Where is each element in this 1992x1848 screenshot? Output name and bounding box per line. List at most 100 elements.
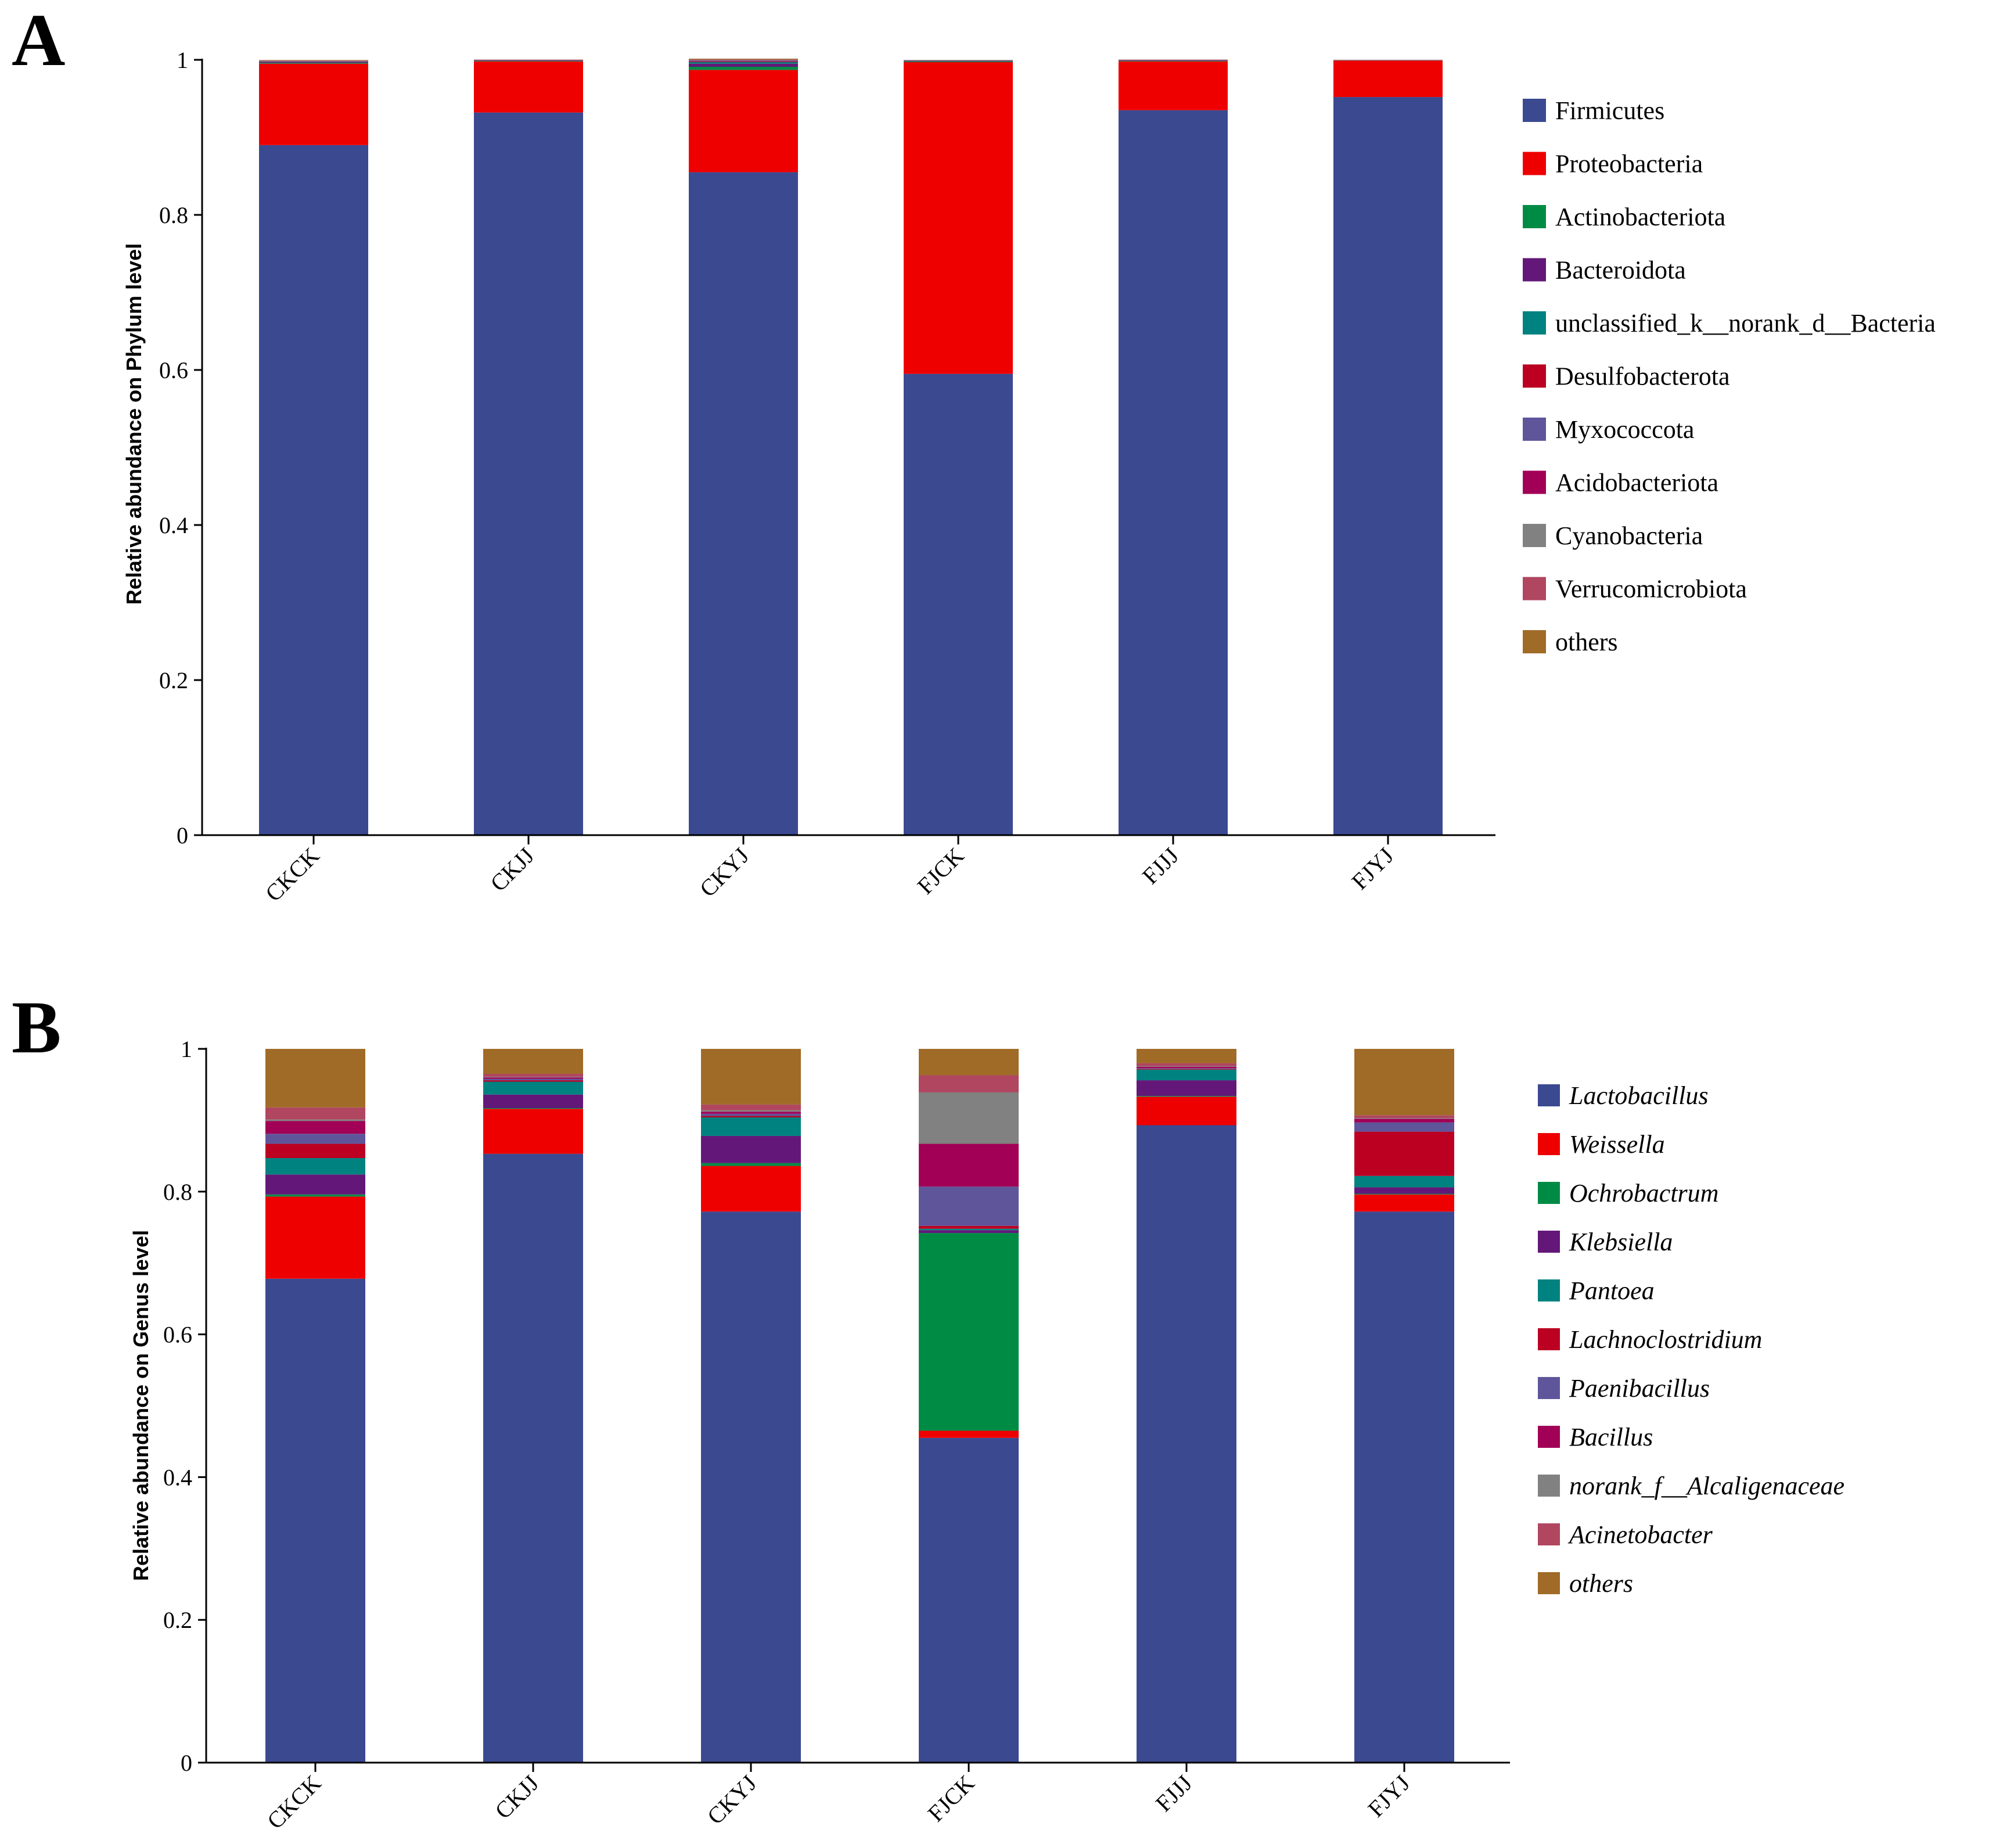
panel-b-bar-fjck-lachnoclostridium — [919, 1225, 1019, 1229]
panel-b-bar-fjck-others — [919, 1049, 1019, 1076]
panel-a-y-axis-label: Relative abundance on Phylum level — [122, 243, 146, 605]
panel-b-bar-fjck-acinetobacter — [919, 1075, 1019, 1092]
panel-b-bar-fjck-paenibacillus — [919, 1187, 1019, 1226]
panel-b-bar-ckjj-others — [483, 1049, 583, 1074]
panel-b-bar-fjck-norank-f-alcaligenaceae — [919, 1092, 1019, 1144]
panel-b-bar-fjck-ochrobactrum — [919, 1233, 1019, 1431]
panel-b-bar-ckck-weissella — [265, 1196, 365, 1279]
panel-a-legend-label-others: others — [1555, 628, 1618, 656]
panel-b-bar-ckck-norank-f-alcaligenaceae — [265, 1119, 365, 1121]
panel-b-bar-ckck-lachnoclostridium — [265, 1144, 365, 1159]
panel-a-legend-swatch-proteobacteria — [1523, 152, 1546, 175]
panel-b-bar-ckck-pantoea — [265, 1158, 365, 1175]
panel-a-bar-fjjj-proteobacteria — [1119, 61, 1228, 110]
panel-b-legend-swatch-norank-f-alcaligenaceae — [1538, 1475, 1560, 1497]
panel-a-bar-ckyj-proteobacteria — [689, 70, 798, 172]
panel-a-x-tick-label-ckjj: CKJJ — [485, 843, 539, 897]
panel-a-bar-ckyj-unclassified-k-norank-d-bacteria — [689, 62, 798, 64]
panel-b-legend-label-bacillus: Bacillus — [1569, 1423, 1653, 1451]
panel-a-y-tick-label: 0 — [177, 822, 188, 849]
panel-b-bar-ckjj-pantoea — [483, 1081, 583, 1095]
panel-b-legend-swatch-acinetobacter — [1538, 1523, 1560, 1545]
panel-a-legend-swatch-unclassified-k-norank-d-bacteria — [1523, 311, 1546, 335]
panel-b-y-tick-label: 1 — [181, 1036, 192, 1062]
panel-a-bar-ckjj-actinobacteriota — [474, 61, 583, 62]
panel-b-genus-chart: B 0 0.2 0.4 0.6 0.8 1 CKCK CKJJ CKYJ FJCK FJJJ FJYJ… — [12, 986, 1844, 1834]
panel-a-phylum-chart: A 0 0.2 0.4 0.6 0.8 1 CKCK CKJJ CKYJ FJCK FJJJ FJYJ… — [12, 0, 1936, 907]
panel-a-bar-fjck-firmicutes — [904, 373, 1013, 835]
panel-a-bar-ckyj-verrucomicrobiota — [689, 59, 798, 60]
panel-a-bar-fjjj-firmicutes — [1119, 110, 1228, 835]
panel-b-legend-label-ochrobactrum: Ochrobactrum — [1569, 1179, 1718, 1207]
panel-b-bar-fjjj-klebsiella — [1137, 1080, 1236, 1096]
panel-b-legend-label-lactobacillus: Lactobacillus — [1569, 1081, 1709, 1110]
panel-a-bar-fjjj-actinobacteriota — [1119, 61, 1228, 62]
panel-a-legend-swatch-desulfobacterota — [1523, 364, 1546, 388]
panel-b-y-axis-label: Relative abundance on Genus level — [129, 1230, 153, 1581]
panel-a-bar-ckck-bacteroidota — [259, 62, 368, 63]
panel-b-legend-swatch-klebsiella — [1538, 1231, 1560, 1253]
panel-b-legend-label-lachnoclostridium: Lachnoclostridium — [1569, 1325, 1762, 1354]
panel-a-legend-label-acidobacteriota: Acidobacteriota — [1555, 469, 1718, 497]
panel-a-y-tick-label: 1 — [177, 47, 188, 73]
panel-b-bar-ckck-bacillus — [265, 1121, 365, 1134]
panel-b-bar-ckck-klebsiella — [265, 1174, 365, 1195]
panel-a-bar-fjyj-proteobacteria — [1333, 60, 1443, 98]
panel-a-legend-swatch-acidobacteriota — [1523, 470, 1546, 494]
panel-b-bar-fjjj-weissella — [1137, 1096, 1236, 1126]
panel-a-legend-swatch-others — [1523, 630, 1546, 653]
panel-b-bar-ckyj-lactobacillus — [701, 1211, 801, 1763]
panel-a-x-tick-label-fjjj: FJJJ — [1137, 843, 1184, 890]
panel-b-bar-fjyj-ochrobactrum — [1354, 1193, 1454, 1195]
panel-a-legend-label-bacteroidota: Bacteroidota — [1555, 256, 1686, 285]
panel-a-y-tick-label: 0.2 — [159, 667, 188, 693]
panel-b-bar-fjyj-bacillus — [1354, 1119, 1454, 1123]
panel-b-bar-ckyj-klebsiella — [701, 1135, 801, 1163]
panel-a-legend-swatch-firmicutes — [1523, 99, 1546, 122]
panel-a-bar-ckyj-acidobacteriota — [689, 60, 798, 61]
panel-a-legend-label-firmicutes: Firmicutes — [1555, 96, 1664, 125]
panel-b-legend-label-norank-f-alcaligenaceae: norank_f__Alcaligenaceae — [1569, 1472, 1844, 1500]
panel-a-legend-label-desulfobacterota: Desulfobacterota — [1555, 362, 1730, 391]
panel-b-bar-ckjj-bacillus — [483, 1077, 583, 1079]
panel-b-x-tick-label-ckck: CKCK — [262, 1770, 326, 1833]
panel-a-bar-ckjj-firmicutes — [474, 112, 583, 835]
panel-b-legend-label-pantoea: Pantoea — [1569, 1277, 1655, 1305]
panel-a-bar-ckjj-proteobacteria — [474, 61, 583, 113]
panel-a-y-tick-label: 0.6 — [159, 357, 188, 383]
panel-b-bar-ckjj-lachnoclostridium — [483, 1080, 583, 1082]
panel-b-x-tick-label-fjck: FJCK — [923, 1770, 980, 1827]
panel-a-bar-ckck-firmicutes — [259, 145, 368, 836]
panel-b-x-tick-label-fjjj: FJJJ — [1150, 1770, 1198, 1817]
panel-a-letter: A — [12, 0, 65, 81]
panel-b-bar-fjyj-acinetobacter — [1354, 1115, 1454, 1119]
panel-a-bar-ckjj-bacteroidota — [474, 60, 583, 62]
panel-b-legend-label-acinetobacter: Acinetobacter — [1567, 1520, 1713, 1549]
panel-b-bar-fjjj-paenibacillus — [1137, 1068, 1236, 1069]
panel-b-bar-fjjj-acinetobacter — [1137, 1063, 1236, 1066]
panel-b-legend-label-weissella: Weissella — [1569, 1130, 1665, 1159]
panel-b-x-tick-label-fjyj: FJYJ — [1362, 1770, 1415, 1822]
panel-b-bar-ckyj-weissella — [701, 1166, 801, 1212]
panel-b-bar-ckjj-klebsiella — [483, 1094, 583, 1109]
panel-b-bar-fjyj-lachnoclostridium — [1354, 1131, 1454, 1176]
panel-b-bar-ckck-paenibacillus — [265, 1134, 365, 1144]
panel-b-letter: B — [12, 986, 61, 1069]
panel-a-legend-swatch-verrucomicrobiota — [1523, 577, 1546, 601]
panel-b-bar-fjyj-lactobacillus — [1354, 1211, 1454, 1763]
panel-b-legend-label-paenibacillus: Paenibacillus — [1569, 1374, 1710, 1403]
panel-b-bar-fjck-bacillus — [919, 1144, 1019, 1187]
panel-a-bar-ckck-proteobacteria — [259, 63, 368, 145]
panel-b-bar-fjyj-others — [1354, 1049, 1454, 1116]
panel-b-bar-fjjj-others — [1137, 1049, 1236, 1063]
panel-b-bar-fjjj-lactobacillus — [1137, 1125, 1236, 1763]
panel-a-y-tick-label: 0.8 — [159, 202, 188, 228]
panel-a-legend-label-verrucomicrobiota: Verrucomicrobiota — [1555, 575, 1747, 603]
panel-b-bar-ckyj-pantoea — [701, 1117, 801, 1136]
panel-b-bar-ckyj-ochrobactrum — [701, 1163, 801, 1166]
panel-a-bar-ckyj-firmicutes — [689, 172, 798, 836]
panel-b-bar-ckck-lactobacillus — [265, 1278, 365, 1763]
panel-a-bar-fjyj-firmicutes — [1333, 97, 1443, 836]
panel-b-y-tick-label: 0.2 — [163, 1607, 192, 1633]
